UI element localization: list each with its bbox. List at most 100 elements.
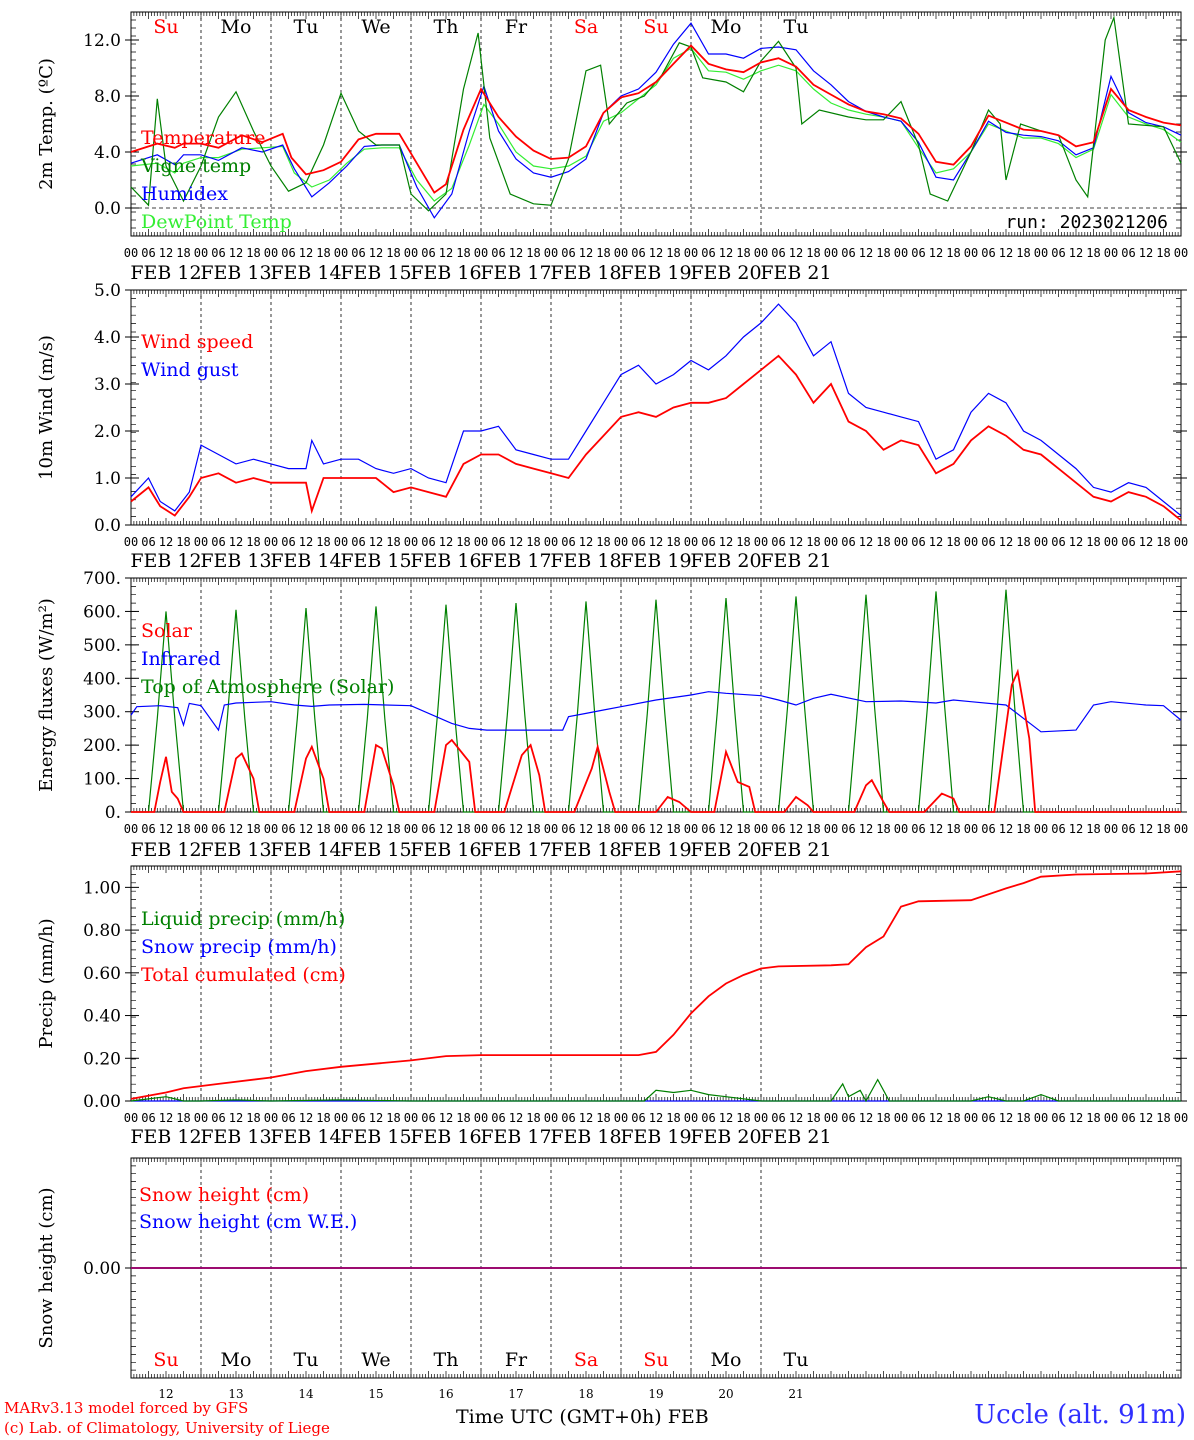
y-tick-label: 1.00 [83,878,121,898]
hour-label: 12 [229,1111,243,1125]
hour-label: 00 [474,822,488,836]
hour-label: 18 [1086,246,1100,260]
date-label: FEB 20 [690,550,761,572]
hour-label: 06 [211,822,225,836]
hour-label: 00 [194,535,208,549]
hour-label: 00 [264,535,278,549]
credits: MARv3.13 model forced by GFS (c) Lab. of… [4,1398,330,1438]
hour-ticks [130,12,1182,236]
hour-label: 18 [1016,822,1030,836]
series-line-solar [131,668,1181,813]
date-label: FEB 15 [340,550,411,572]
plot-frame [130,11,1182,237]
hour-label: 06 [1051,246,1065,260]
credit-line-2: (c) Lab. of Climatology, University of L… [4,1419,330,1437]
hour-label: 00 [894,822,908,836]
hour-label: 06 [981,246,995,260]
hour-label: 18 [526,1111,540,1125]
weekday-bottom: Su [643,1349,668,1371]
y-tick-label: 1.0 [94,469,121,489]
station-name: Uccle (alt. 91m) [974,1400,1186,1430]
time-axis-row-4: 00 06 12 18 00 06 12 18 00 06 12 18 00 06 12 18 00 06 12 18… [124,1111,1188,1148]
y-axis-label: Precip (mm/h) [36,918,57,1048]
run-label: run: 2023021206 [1005,212,1168,233]
hour-label: 00 [614,1111,628,1125]
hour-label: 12 [439,246,453,260]
y-axis-label: 10m Wind (m/s) [36,335,57,480]
hour-label: 18 [1016,535,1030,549]
date-label: FEB 18 [550,262,621,284]
hour-label: 00 [404,822,418,836]
hour-label: 18 [316,246,330,260]
hour-label: 12 [789,1111,803,1125]
day-number: 21 [788,1387,803,1401]
series-line-dewpoint-temp [130,47,1182,202]
hour-label: 18 [246,1111,260,1125]
hour-label: 06 [1121,535,1135,549]
panel-4: 0.00 0.20 0.40 0.60 0.80 1.00 Precip (mm/h) Liq… [36,865,1187,1112]
hour-label: 12 [929,535,943,549]
hour-label: 00 [1104,822,1118,836]
date-label: FEB 12 [130,262,201,284]
date-label: FEB 15 [340,839,411,861]
hour-label: 18 [946,822,960,836]
hour-label: 18 [456,246,470,260]
y-tick-label: 0.20 [83,1049,121,1069]
hour-label: 18 [806,1111,820,1125]
series-group [130,870,1182,1103]
hour-label: 18 [246,535,260,549]
date-label: FEB 13 [200,1126,271,1148]
legend-entry: DewPoint Temp [141,211,292,233]
hour-label: 00 [124,535,138,549]
hour-label: 12 [649,822,663,836]
hour-label: 06 [141,1111,155,1125]
legend-entry: Snow height (cm) [139,1184,309,1206]
y-axis-label: Snow height (cm) [36,1187,57,1348]
date-label: FEB 19 [620,262,691,284]
hour-label: 06 [631,246,645,260]
legend-entry: Snow precip (mm/h) [141,936,337,958]
hour-label: 18 [946,1111,960,1125]
date-label: FEB 15 [340,262,411,284]
hour-label: 06 [771,535,785,549]
hour-label: 06 [841,246,855,260]
y-tick-label: 700. [83,569,121,589]
hour-label: 12 [229,246,243,260]
date-label: FEB 18 [550,1126,621,1148]
hour-label: 06 [491,246,505,260]
hour-label: 00 [124,822,138,836]
hour-label: 06 [281,1111,295,1125]
hour-label: 18 [456,535,470,549]
hour-label: 06 [1121,822,1135,836]
hour-label: 00 [614,535,628,549]
hour-label: 12 [1069,1111,1083,1125]
hour-label: 00 [754,246,768,260]
hour-label: 12 [579,1111,593,1125]
legend-entry: Total cumulated (cm) [141,964,346,986]
hour-label: 00 [1034,822,1048,836]
series-line-total-cumulated-cm- [130,870,1182,1100]
hour-label: 00 [964,246,978,260]
hour-label: 06 [421,246,435,260]
weekday-top: Sa [574,16,598,38]
hour-label: 18 [1086,535,1100,549]
hour-label: 12 [509,535,523,549]
hour-label: 12 [929,246,943,260]
hour-label: 18 [1086,1111,1100,1125]
hour-label: 12 [859,1111,873,1125]
date-label: FEB 12 [130,839,201,861]
legend-entry: Temperature [141,127,265,149]
hour-label: 00 [404,246,418,260]
date-label: FEB 12 [130,550,201,572]
hour-label: 18 [316,1111,330,1125]
time-axis-row-3: 00 06 12 18 00 06 12 18 00 06 12 18 00 06 12 18 00 06 12 18… [124,822,1188,861]
hour-label: 06 [1051,535,1065,549]
y-tick-label: 400. [83,669,121,689]
series-line-humidex [130,22,1182,219]
hour-label: 06 [141,822,155,836]
hour-label: 12 [159,535,173,549]
hour-label: 18 [1086,822,1100,836]
hour-label: 06 [841,822,855,836]
panel-3: 0. 100. 200. 300. 400. 500. 600. 700. Energy flu… [36,569,1187,823]
weekday-top: We [361,16,390,38]
